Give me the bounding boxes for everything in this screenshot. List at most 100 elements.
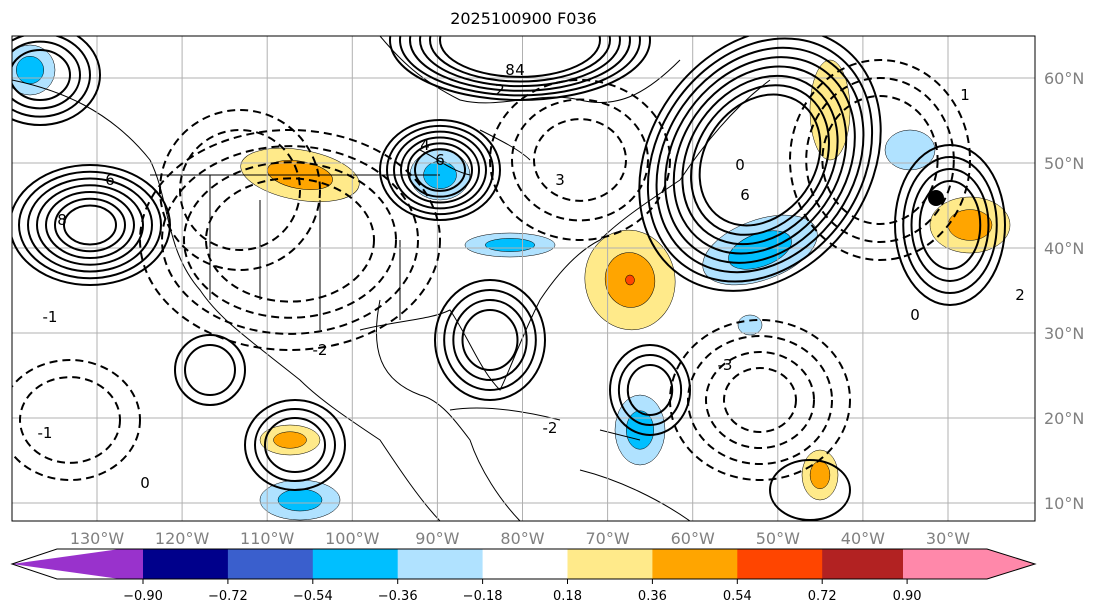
longitude-labels: 130°W 120°W 110°W 100°W 90°W 80°W 70°W 60°W 50°W… [70,529,970,548]
contour-label: 6 [105,171,115,189]
anomaly-region [273,431,307,449]
colorbar-tick-label: 0.90 [893,589,922,604]
positive-contour [452,299,528,381]
positive-contour [419,36,621,88]
contour-label: -2 [313,341,328,359]
positive-contour [12,49,71,101]
negative-contour [12,359,141,481]
longitude-label: 120°W [155,529,210,548]
longitude-label: 60°W [671,529,715,548]
positive-contour [379,119,501,221]
colorbar-segment [737,549,823,579]
contour-label: 6 [740,186,750,204]
positive-contour [626,364,674,416]
contour-label: 8 [505,61,515,79]
longitude-label: 40°W [841,529,885,548]
chart-title: 2025100900 F036 [450,9,597,28]
positive-contour [894,144,1006,306]
negative-contour [179,129,301,251]
colorbar-tick-label: −0.36 [378,589,418,604]
colorbar: −0.90 −0.72 −0.54 −0.36 −0.18 0.18 0.36 0.54 0.7… [10,548,1037,604]
colorbar-tick-label: 0.72 [808,589,837,604]
colorbar-segment [227,549,314,579]
contour-label: 4 [420,136,430,154]
positive-contour [672,65,848,255]
negative-contour [159,109,321,271]
positive-contour [439,36,601,78]
longitude-label: 100°W [325,529,380,548]
positive-contour [409,36,631,92]
colorbar-segment [397,549,484,579]
contours [12,36,1006,521]
positive-contour [609,344,691,436]
negative-contour [19,376,121,464]
colorbar-segment [143,549,229,579]
colorbar-segment [312,549,399,579]
positive-contour [12,40,81,110]
positive-contour [45,191,135,259]
anomaly-region [485,238,535,252]
positive-contour [12,36,91,118]
positive-contour [443,289,537,391]
longitude-label: 90°W [415,529,459,548]
contour-label: 2 [495,81,505,99]
contour-label: 3 [555,171,565,189]
latitude-label: 20°N [1044,409,1084,428]
colorbar-segment [822,549,908,579]
negative-contour [723,367,797,433]
positive-contour [393,130,487,210]
positive-contour [54,197,126,253]
positive-contour [264,417,326,473]
colorbar-tick-label: 0.54 [723,589,752,604]
positive-contour [910,168,990,282]
contour-label: 8 [57,211,67,229]
colorbar-tick-label: 0.18 [553,589,582,604]
colorbar-segment [652,549,738,579]
negative-contour [161,145,419,335]
contour-label: -1 [43,308,58,326]
negative-contour [805,77,955,243]
positive-contour [389,36,651,101]
positive-contour [617,354,683,426]
contour-label: 0 [140,474,150,492]
positive-contour [902,156,998,294]
positive-contour [12,164,171,286]
positive-contour [690,84,830,236]
positive-contour [918,180,982,270]
longitude-label: 30°W [926,529,970,548]
colorbar-segment [903,549,988,579]
anomaly-region [16,56,44,84]
colorbar-tick-label: −0.54 [293,589,333,604]
positive-contour [254,408,336,482]
negative-contour [139,129,441,351]
positive-contour [655,46,865,274]
colorbar-tick-label: 0.36 [638,589,667,604]
latitude-labels: 60°N 50°N 40°N 30°N 20°N 10°N [1044,69,1084,513]
contour-label: -3 [718,356,733,374]
positive-contour [434,279,546,401]
positive-contour [698,93,822,227]
map-frame [11,35,1036,522]
contour-label: 2 [1015,286,1025,304]
colorbar-tick-label: −0.90 [123,589,163,604]
marker-dot [928,190,944,206]
positive-contour [36,184,144,266]
positive-contour [400,136,480,204]
positive-contour [386,124,494,216]
positive-contour [414,148,466,192]
contour-label: 1 [960,86,970,104]
contour-label: 4 [515,61,525,79]
positive-contour [461,309,519,371]
negative-contour [183,161,397,319]
anomaly-region [625,274,635,286]
contour-label: -1 [38,424,53,442]
positive-contour [174,334,246,406]
colorbar-tick-label: −0.18 [463,589,503,604]
negative-contour [821,95,939,225]
negative-contour [789,59,971,261]
longitude-label: 50°W [756,529,800,548]
colorbar-outline [10,548,1037,580]
negative-contour [669,319,851,481]
